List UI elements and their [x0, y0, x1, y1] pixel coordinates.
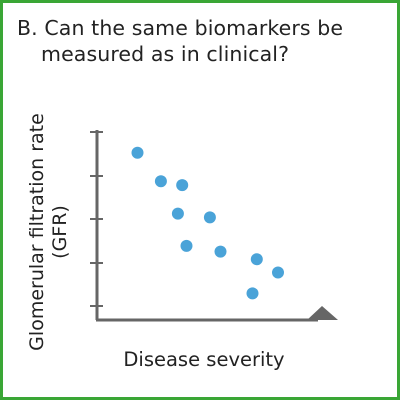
y-ticks	[90, 131, 103, 307]
data-point-10	[246, 287, 259, 300]
data-point-6	[180, 239, 193, 252]
y-axis-label-line-2: (GFR)	[49, 205, 71, 259]
x-axis-arrow	[307, 306, 338, 320]
title-line-1: B. Can the same biomarkers be	[17, 16, 344, 40]
data-point-2	[154, 175, 167, 188]
data-point-8	[250, 253, 263, 266]
axes	[90, 130, 338, 322]
data-point-4	[171, 207, 184, 220]
data-point-7	[214, 245, 227, 258]
data-point-3	[176, 179, 189, 192]
data-point-5	[203, 211, 216, 224]
title-line-2: measured as in clinical?	[41, 42, 290, 66]
y-axis-label-line-1: Glomerular filtration rate	[26, 113, 48, 351]
figure-title: B. Can the same biomarkers be measured a…	[17, 15, 387, 67]
data-point-1	[131, 146, 144, 159]
data-points	[131, 146, 284, 300]
data-point-9	[272, 266, 284, 279]
x-axis-label: Disease severity	[123, 348, 284, 371]
